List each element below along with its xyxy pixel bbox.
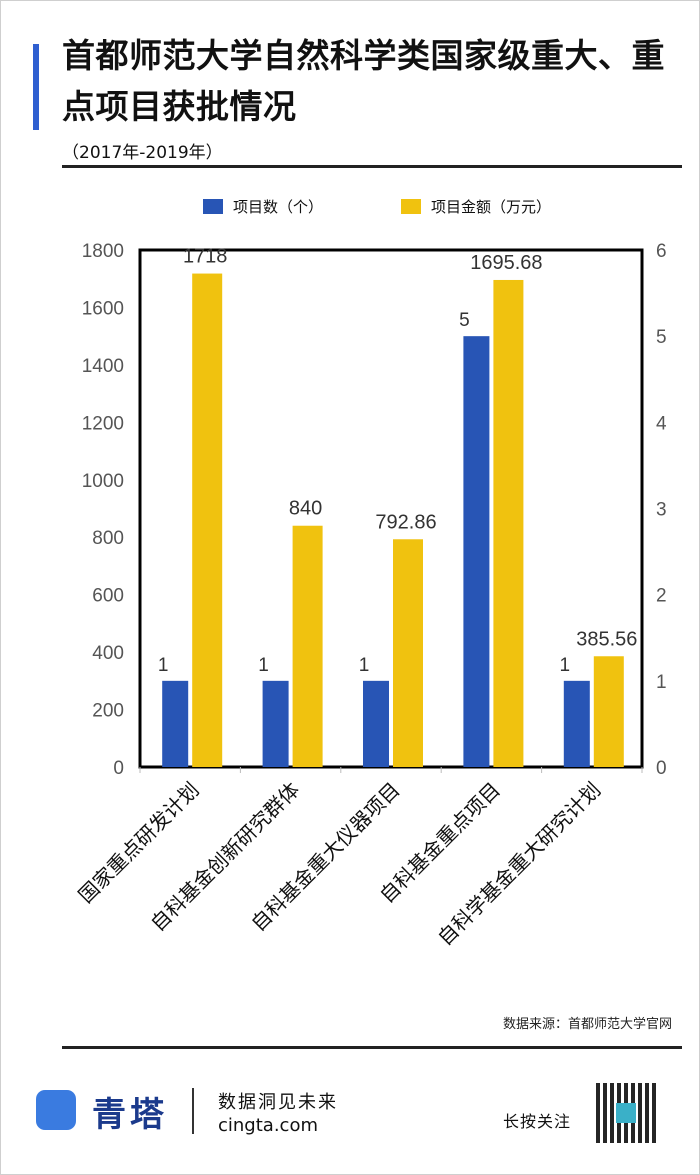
data-label-amount: 1695.68 [470, 252, 542, 274]
y-right-tick-label: 2 [656, 586, 667, 607]
bar-count [463, 336, 490, 767]
data-label-count: 1 [359, 655, 370, 676]
bar-count [262, 680, 289, 767]
y-left-tick-label: 400 [92, 643, 124, 664]
y-left-tick-label: 600 [92, 586, 124, 607]
data-label-count: 1 [158, 655, 169, 676]
bottom-divider [62, 1046, 682, 1049]
qr-center-icon [616, 1103, 636, 1123]
data-label-amount: 792.86 [375, 511, 436, 533]
bar-amount [192, 273, 223, 767]
y-right-tick-label: 5 [656, 327, 667, 348]
bar-count [363, 680, 389, 767]
y-right-tick-label: 6 [656, 241, 667, 262]
data-source: 数据来源：首都师范大学官网 [502, 1017, 672, 1032]
y-right-tick-label: 4 [656, 413, 667, 434]
title-accent-bar [33, 44, 39, 130]
brand-logo-icon [36, 1090, 76, 1130]
data-label-count: 1 [258, 655, 269, 676]
data-label-amount: 385.56 [576, 628, 637, 650]
y-right-tick-label: 1 [656, 672, 667, 693]
footer-brand: 青塔 [92, 1095, 168, 1135]
x-category-label: 自科学基金重大研究计划 [433, 778, 606, 951]
legend-swatch-amount [401, 199, 421, 214]
bar-count [162, 680, 189, 767]
bar-chart: 0 200 400 600 800 1000 1200 1400 1600 1800 0 1 2 3 4 5 6… [74, 241, 667, 951]
data-label-amount: 1718 [183, 246, 228, 268]
y-right-tick-label: 3 [656, 500, 667, 521]
data-label-count: 1 [560, 655, 571, 676]
y-left-tick-label: 800 [92, 528, 124, 549]
y-left-tick-label: 1600 [82, 298, 124, 319]
page-subtitle: （2017年-2019年） [62, 143, 223, 163]
footer-follow: 长按关注 [503, 1112, 572, 1131]
y-left-tick-label: 1000 [82, 471, 124, 492]
y-left-tick-label: 1400 [82, 356, 124, 377]
y-left-tick-label: 0 [113, 758, 124, 779]
footer-divider [192, 1088, 194, 1134]
page-title: 首都师范大学自然科学类国家级重大、重点项目获批情况 [62, 36, 665, 126]
y-left-tick-label: 1800 [82, 241, 124, 262]
footer-url: cingta.com [218, 1115, 318, 1136]
bar-amount [593, 656, 624, 767]
y-right-tick-label: 0 [656, 758, 667, 779]
bar-amount [493, 279, 524, 767]
data-label-amount: 840 [289, 498, 322, 520]
y-left-tick-label: 200 [92, 701, 124, 722]
legend-label-count: 项目数（个） [233, 198, 324, 216]
footer-slogan: 数据洞见未来 [218, 1092, 338, 1113]
bar-count [563, 680, 590, 767]
bar-amount [292, 525, 323, 767]
data-label-count: 5 [459, 310, 470, 331]
legend-label-amount: 项目金额（万元） [431, 198, 552, 216]
y-left-tick-label: 1200 [82, 413, 124, 434]
legend-item-count: 项目数（个） [203, 196, 323, 217]
plot-frame [138, 248, 644, 769]
top-divider [62, 165, 682, 168]
legend-item-amount: 项目金额（万元） [401, 196, 551, 217]
legend-swatch-count [203, 199, 223, 214]
bar-amount [393, 539, 423, 767]
